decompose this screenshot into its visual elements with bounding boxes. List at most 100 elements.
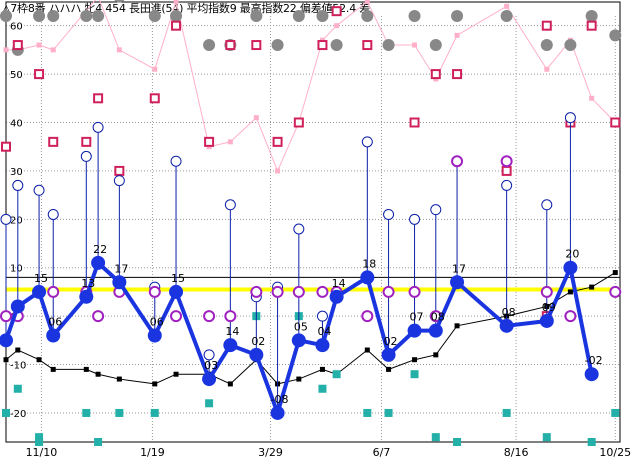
red-square — [362, 40, 373, 51]
red-square — [317, 40, 328, 51]
gray-dot — [0, 10, 12, 22]
purple-ring — [382, 285, 395, 298]
teal-square — [150, 408, 159, 417]
main-point-label: 06 — [150, 316, 164, 329]
purple-ring — [203, 310, 216, 323]
pink-series-line — [6, 0, 616, 173]
gray-dot — [203, 39, 216, 52]
black-point — [116, 376, 122, 382]
main-point — [223, 338, 238, 353]
gray-dot — [429, 39, 442, 52]
main-point — [539, 313, 554, 328]
main-point — [381, 347, 396, 362]
black-point — [412, 357, 418, 363]
red-square — [430, 69, 441, 80]
gray-dot — [292, 10, 305, 22]
red-square — [12, 40, 23, 51]
red-square — [586, 20, 597, 31]
purple-ring — [408, 285, 421, 298]
pink-point — [544, 66, 550, 72]
upper-circle — [47, 208, 59, 220]
teal-square — [410, 370, 419, 379]
red-square — [93, 93, 104, 104]
purple-ring — [361, 310, 374, 323]
main-point-label: 02 — [384, 335, 398, 348]
main-point-label: 13 — [81, 277, 95, 290]
upper-circle — [430, 204, 442, 216]
red-square — [251, 40, 262, 51]
gray-dot — [609, 29, 622, 42]
main-point — [91, 255, 106, 270]
x-tick-label: 8/16 — [504, 446, 529, 459]
purple-ring — [250, 285, 263, 298]
pink-point — [116, 47, 122, 53]
teal-square — [542, 433, 551, 442]
purple-ring — [609, 285, 622, 298]
teal-square — [431, 433, 440, 442]
pink-point — [412, 42, 418, 48]
teal-square — [453, 438, 462, 446]
pink-point — [152, 66, 158, 72]
main-point — [249, 347, 264, 362]
upper-circle — [224, 199, 236, 211]
gray-dot — [585, 10, 598, 22]
teal-square — [384, 408, 393, 417]
pink-point — [334, 23, 340, 29]
pink-point — [454, 32, 460, 38]
pink-point — [275, 168, 281, 174]
main-point — [360, 270, 375, 285]
gray-dot — [114, 0, 125, 3]
gray-dot — [92, 10, 105, 22]
pink-point — [227, 139, 233, 145]
upper-circle — [80, 150, 92, 162]
main-point-label: 20 — [565, 248, 579, 261]
black-point — [433, 352, 439, 358]
red-square — [114, 165, 125, 176]
y-tick-label: 10 — [10, 264, 23, 275]
red-square — [541, 20, 552, 31]
upper-circle — [12, 179, 24, 191]
teal-square — [587, 438, 596, 446]
gray-dot — [47, 10, 60, 22]
black-point — [83, 366, 89, 372]
gray-dot — [170, 10, 183, 22]
purple-ring — [564, 310, 577, 323]
main-point-label: 06 — [48, 316, 62, 329]
pink-point — [3, 47, 9, 53]
purple-ring — [316, 285, 329, 298]
black-point — [567, 289, 573, 295]
gray-dot — [564, 39, 577, 52]
y-tick-label: 40 — [10, 119, 23, 130]
x-tick-label: 10/25 — [599, 446, 631, 459]
teal-square — [82, 408, 91, 417]
black-point — [296, 376, 302, 382]
x-tick-label: 6/7 — [373, 446, 391, 459]
main-point-label: 22 — [93, 243, 107, 256]
pink-point — [364, 0, 370, 4]
main-point — [584, 367, 599, 382]
purple-ring — [292, 285, 305, 298]
upper-circle — [203, 349, 215, 361]
red-square — [81, 136, 92, 147]
main-point — [147, 328, 162, 343]
red-square — [149, 93, 160, 104]
black-point — [454, 323, 460, 329]
purple-ring — [271, 285, 284, 298]
black-point — [50, 366, 56, 372]
upper-circle — [564, 112, 576, 124]
main-point — [315, 338, 330, 353]
x-tick-label: 3/29 — [258, 446, 283, 459]
gray-dot — [80, 10, 93, 22]
pink-point — [173, 0, 179, 4]
upper-circle — [293, 223, 305, 235]
upper-circle — [92, 121, 104, 133]
y-tick-label: 20 — [10, 215, 23, 226]
red-square — [501, 165, 512, 176]
red-square — [610, 117, 621, 128]
red-square — [293, 117, 304, 128]
gray-dot — [316, 10, 329, 22]
main-point-label: 03 — [204, 359, 218, 372]
main-point — [270, 405, 285, 420]
main-point — [79, 289, 94, 304]
